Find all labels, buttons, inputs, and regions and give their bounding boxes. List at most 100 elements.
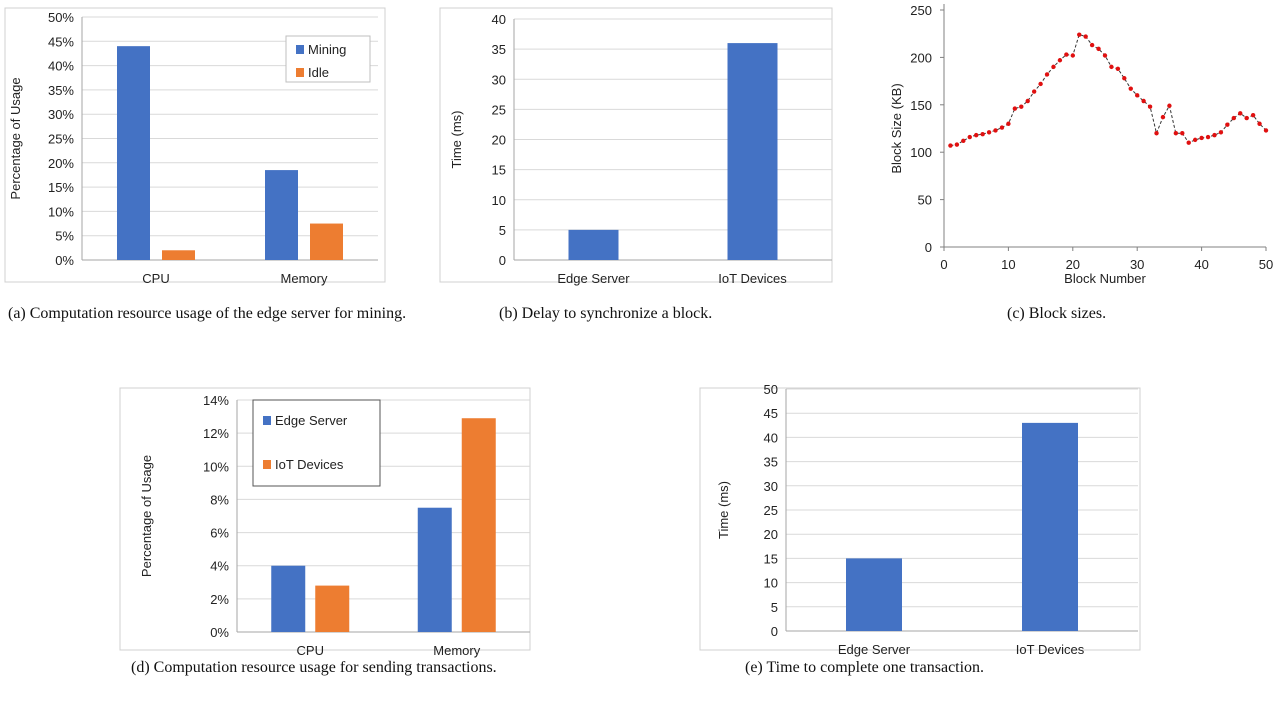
bar-edge-server-value <box>568 229 619 260</box>
x-tick-label: IoT Devices <box>718 271 787 286</box>
data-point <box>1147 104 1153 109</box>
data-point <box>1096 46 1101 52</box>
y-tick-label: 30 <box>492 72 506 87</box>
y-tick-label: 25% <box>48 132 74 147</box>
y-tick-label: 45 <box>764 406 778 421</box>
y-tick-label: 15% <box>48 180 74 195</box>
data-point <box>1031 89 1037 94</box>
data-point <box>1025 98 1030 104</box>
x-axis-label: Block Number <box>1064 271 1146 286</box>
caption-a: (a) Computation resource usage of the ed… <box>8 305 407 322</box>
y-tick-label: 5 <box>771 600 778 615</box>
y-tick-label: 20% <box>48 156 74 171</box>
y-axis-label: Block Size (KB) <box>889 83 904 173</box>
y-tick-label: 250 <box>910 3 932 18</box>
y-tick-label: 10 <box>764 576 778 591</box>
y-tick-label: 10% <box>48 204 74 219</box>
data-point <box>1051 64 1056 70</box>
x-tick-label: 30 <box>1130 257 1144 272</box>
bar-edge-server-value <box>846 558 902 631</box>
y-tick-label: 20 <box>764 527 778 542</box>
data-point <box>1244 115 1249 121</box>
data-point <box>961 138 966 144</box>
y-tick-label: 15 <box>764 551 778 566</box>
y-tick-label: 4% <box>210 559 229 574</box>
y-tick-label: 40% <box>48 59 74 74</box>
bar-cpu-idle <box>162 250 195 260</box>
data-point <box>980 131 985 137</box>
bar-memory-edge-server <box>417 507 452 632</box>
data-point <box>1122 76 1127 81</box>
data-point <box>1064 52 1069 57</box>
y-tick-label: 35% <box>48 83 74 98</box>
data-point <box>1192 137 1198 143</box>
x-tick-label: CPU <box>297 643 324 658</box>
data-point <box>954 142 960 147</box>
data-point <box>1006 121 1011 126</box>
x-tick-label: CPU <box>142 271 169 286</box>
data-point <box>1180 131 1185 136</box>
y-axis-label: Percentage of Usage <box>8 77 23 199</box>
data-point <box>1038 81 1043 87</box>
y-tick-label: 100 <box>910 145 932 160</box>
data-point <box>1167 103 1172 108</box>
data-point <box>1173 131 1179 136</box>
data-point <box>1205 134 1211 140</box>
data-point <box>1238 111 1243 116</box>
y-tick-label: 5% <box>55 229 74 244</box>
data-point <box>1199 135 1204 141</box>
chart-a: 0% 5% 10% 15% 20% 25% 30% 35% 40% 45% 50% CPU Memory… <box>4 7 386 286</box>
data-point <box>1109 64 1114 70</box>
data-point <box>1212 132 1217 138</box>
data-point <box>1057 58 1063 63</box>
data-point <box>974 132 979 138</box>
y-tick-label: 0 <box>499 253 506 268</box>
y-tick-label: 20 <box>492 133 506 148</box>
chart-c: 0 50 100 150 200 250 0 10 20 30 40 50 Block Number Bl… <box>889 3 1273 286</box>
y-tick-label: 8% <box>210 492 229 507</box>
x-tick-label: 40 <box>1194 257 1208 272</box>
y-axis-label: Time (ms) <box>716 481 731 539</box>
y-tick-label: 35 <box>764 455 778 470</box>
bar-memory-idle <box>310 223 343 260</box>
legend-swatch <box>296 45 304 54</box>
x-tick-label: 10 <box>1001 257 1015 272</box>
data-point <box>1263 128 1269 133</box>
y-tick-label: 40 <box>492 12 506 27</box>
legend-swatch <box>263 416 271 425</box>
y-tick-label: 200 <box>910 50 932 65</box>
caption-c: (c) Block sizes. <box>1007 305 1107 322</box>
data-point <box>1250 113 1256 118</box>
data-point <box>1257 121 1262 126</box>
y-tick-label: 50 <box>764 382 778 397</box>
data-point <box>999 125 1005 130</box>
data-point <box>1141 98 1146 104</box>
y-tick-label: 30 <box>764 479 778 494</box>
legend-box <box>252 399 381 487</box>
y-tick-label: 45% <box>48 34 74 49</box>
legend-swatch <box>263 460 271 469</box>
y-tick-label: 25 <box>764 503 778 518</box>
x-tick-label: Edge Server <box>838 642 911 657</box>
chart-d: 0% 2% 4% 6% 8% 10% 12% 14% CPU Memory Percentage o… <box>119 387 531 658</box>
legend-swatch <box>296 68 304 77</box>
y-tick-label: 40 <box>764 430 778 445</box>
data-point <box>1070 53 1076 58</box>
chart-e: 0 5 10 15 20 25 30 35 40 45 50 Edge Server IoT Devic… <box>699 382 1141 657</box>
bar-iot-devices-value <box>1022 422 1078 631</box>
data-point <box>1128 86 1133 91</box>
legend-box <box>285 35 371 83</box>
y-tick-label: 50% <box>48 10 74 25</box>
x-tick-label: IoT Devices <box>1016 642 1085 657</box>
bar-memory-mining <box>265 170 298 260</box>
data-point <box>1089 42 1095 48</box>
data-point <box>1044 72 1050 77</box>
x-tick-label: 20 <box>1066 257 1080 272</box>
bar-iot-devices-value <box>727 43 778 260</box>
caption-b: (b) Delay to synchronize a block. <box>499 305 713 322</box>
data-point <box>1160 114 1166 120</box>
y-tick-label: 50 <box>918 193 932 208</box>
chart-b: 0 5 10 15 20 25 30 35 40 Edge Server IoT Devices Ti… <box>439 7 833 286</box>
legend-entry: Mining <box>308 42 346 57</box>
